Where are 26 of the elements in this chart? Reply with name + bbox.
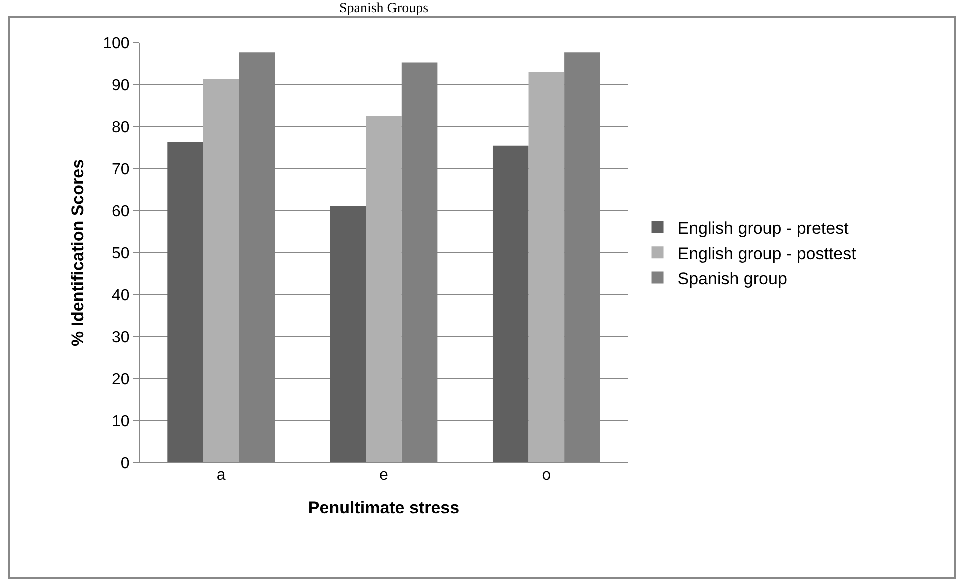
y-tick-label: 0 — [120, 456, 130, 473]
y-tick-label: 30 — [112, 330, 130, 347]
chart-title: Spanish Groups — [339, 2, 429, 17]
legend-label: English group - posttest — [678, 244, 857, 264]
y-tick-label: 20 — [112, 372, 130, 389]
bar — [168, 142, 204, 463]
bar — [366, 116, 402, 463]
y-tick-label: 80 — [112, 120, 130, 137]
y-axis-title: % Identification Scores — [68, 159, 88, 347]
x-tick-label: o — [542, 467, 552, 484]
y-tick-label: 10 — [112, 414, 130, 431]
y-tick-label: 50 — [112, 246, 130, 263]
bar — [330, 206, 366, 463]
x-axis-title: Penultimate stress — [308, 498, 460, 518]
y-tick-label: 90 — [112, 78, 130, 95]
y-tick-label: 40 — [112, 288, 130, 305]
y-tick-label: 70 — [112, 162, 130, 179]
legend-label: Spanish group — [678, 269, 788, 288]
bar — [203, 80, 240, 463]
x-tick-label: a — [216, 467, 226, 484]
y-tick-label: 60 — [112, 204, 130, 221]
legend-label: English group - pretest — [678, 219, 850, 238]
x-tick-label: e — [380, 467, 389, 484]
bar — [528, 72, 565, 463]
y-tick-label: 100 — [103, 36, 130, 53]
bar — [492, 146, 529, 463]
